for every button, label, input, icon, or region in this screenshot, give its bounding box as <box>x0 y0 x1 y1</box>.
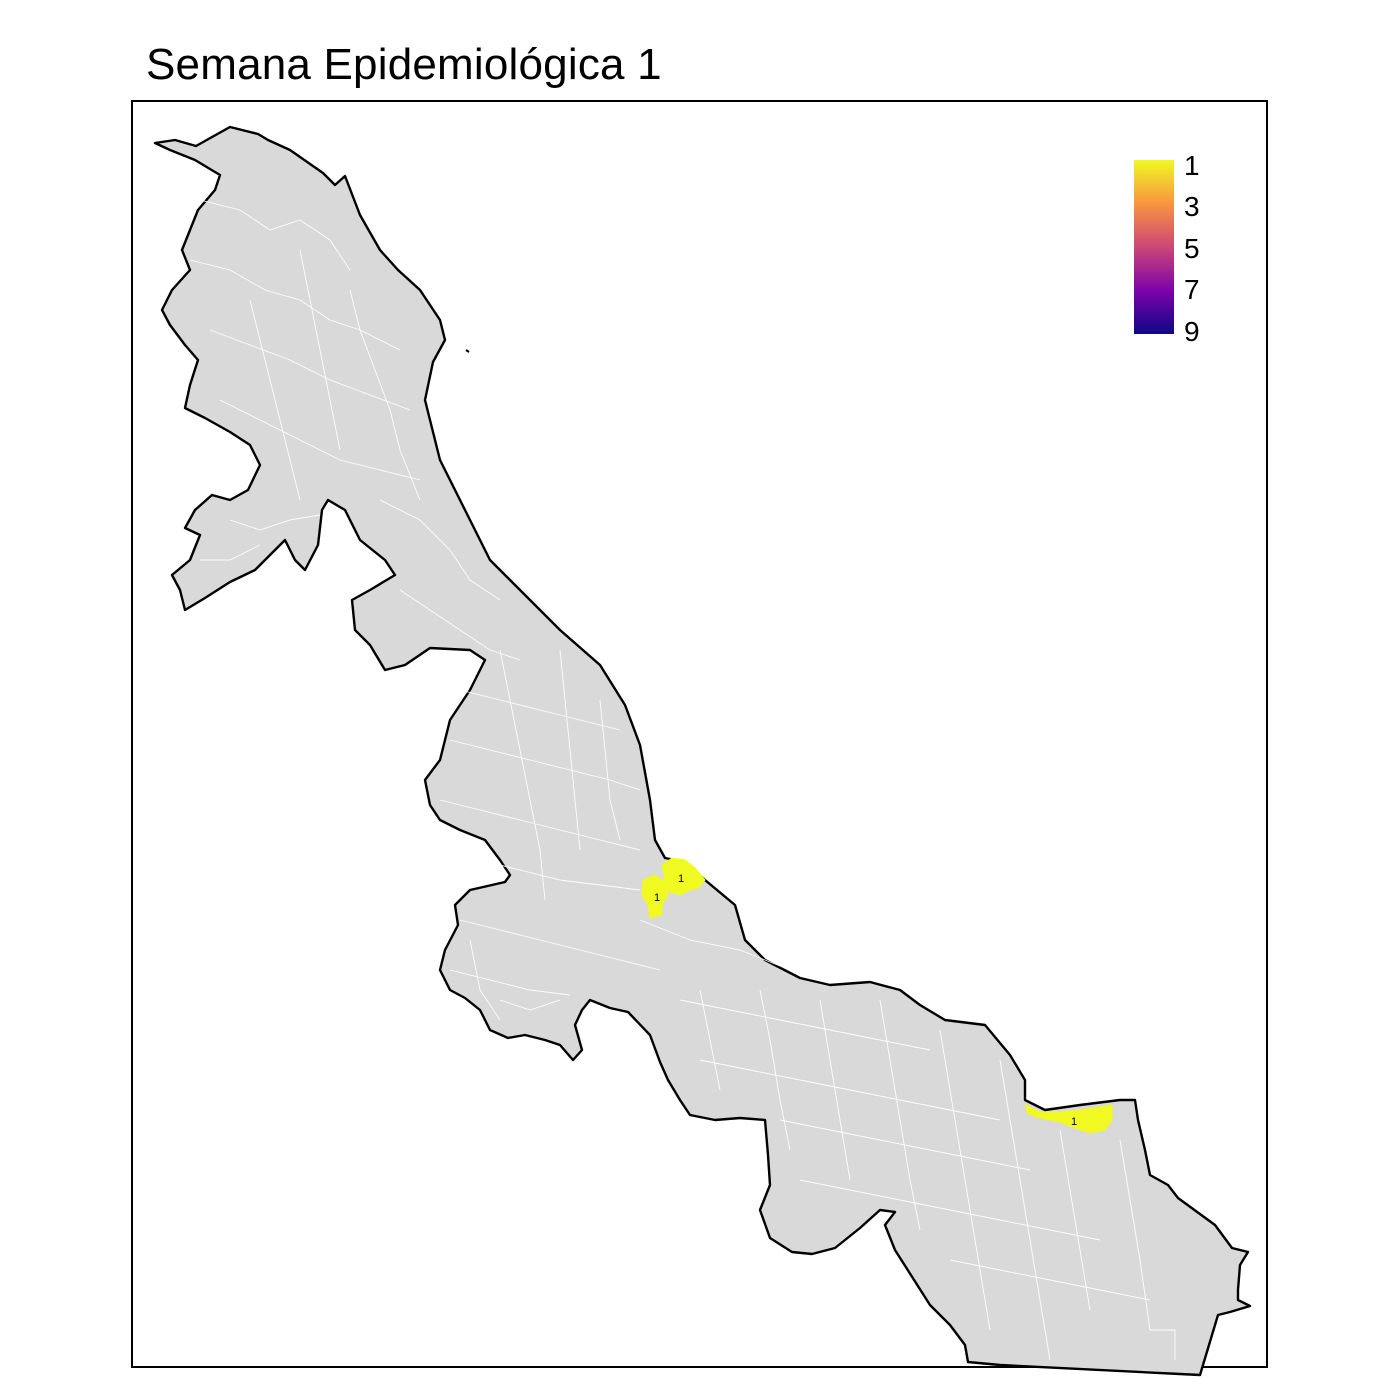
legend-color-bar <box>1134 160 1174 334</box>
case-label: 1 <box>654 892 660 904</box>
case-label: 1 <box>1071 1116 1077 1128</box>
legend-tick-label: 1 <box>1184 150 1200 181</box>
island-marker <box>465 349 470 353</box>
legend-tick-label: 5 <box>1184 233 1200 264</box>
case-label: 1 <box>678 873 684 885</box>
legend-tick-label: 7 <box>1184 274 1200 305</box>
state-polygon <box>153 125 1252 1377</box>
legend-tick-label: 9 <box>1184 316 1200 347</box>
municipal-boundaries <box>189 199 1176 1361</box>
municipality-case-area-2 <box>661 857 706 896</box>
municipality-case-area-3 <box>1024 1104 1113 1134</box>
legend-tick-label: 3 <box>1184 191 1200 222</box>
map-title: Semana Epidemiológica 1 <box>146 40 662 89</box>
highlighted-municipalities <box>641 857 1113 1134</box>
municipality-case-area-1 <box>641 874 669 919</box>
